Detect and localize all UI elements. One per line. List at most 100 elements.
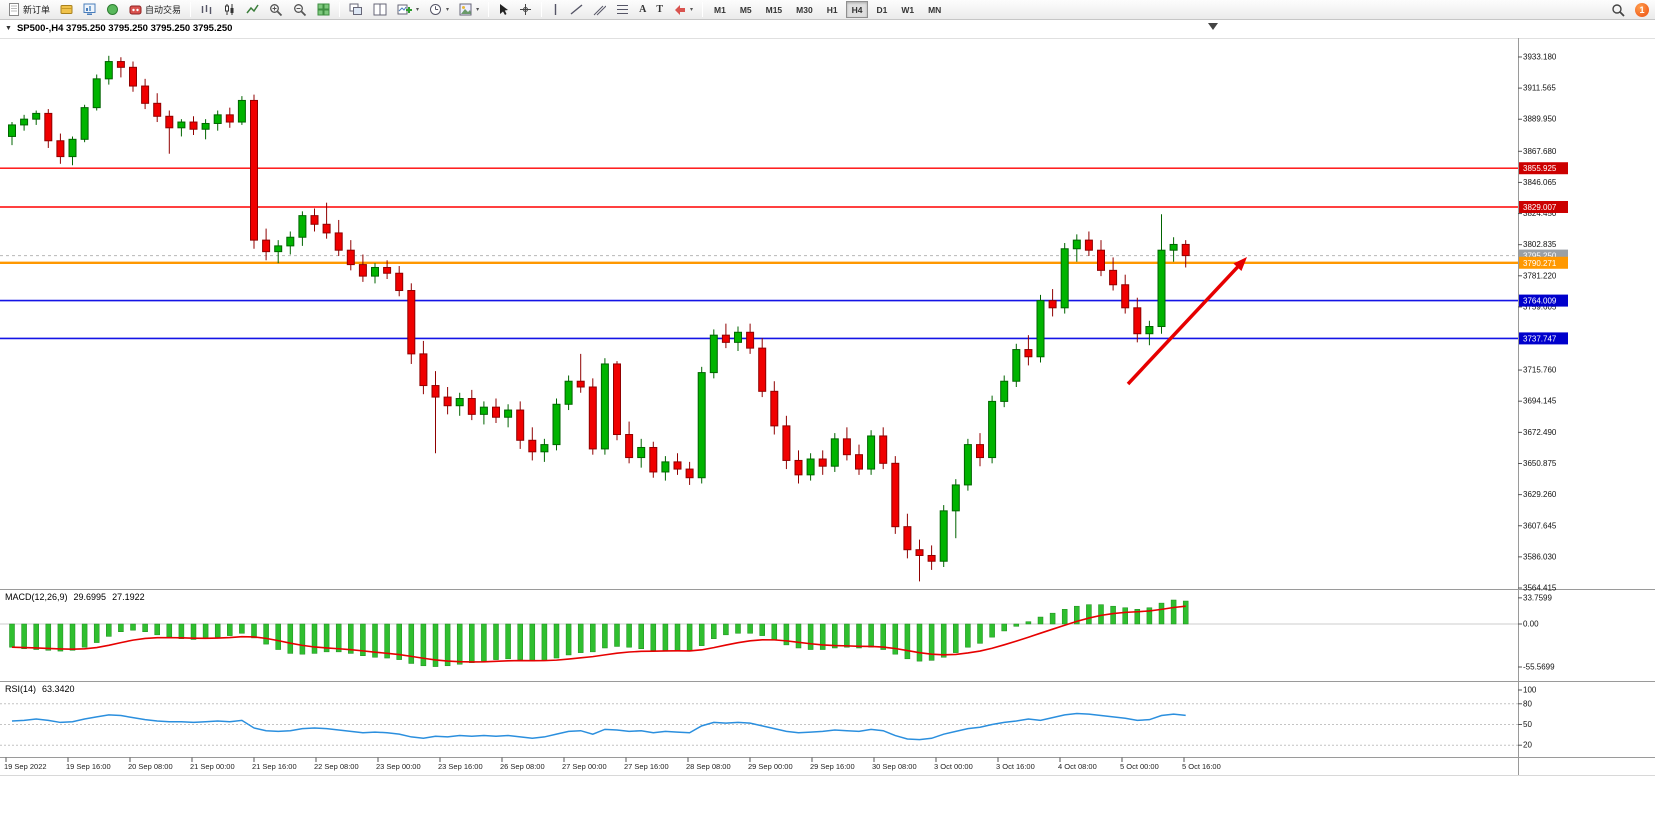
cascade-windows-icon <box>349 3 363 16</box>
price-axis-label: 3846.065 <box>1523 178 1557 187</box>
price-axis-label: 3933.180 <box>1523 52 1557 61</box>
vertical-line-tool-button[interactable] <box>547 1 564 19</box>
chevron-down-icon: ▾ <box>476 7 480 13</box>
time-axis-label: 27 Sep 16:00 <box>624 762 669 771</box>
bar-chart-mode-button[interactable] <box>196 1 217 19</box>
chevron-down-icon: ▾ <box>446 7 450 13</box>
tf-m30[interactable]: M30 <box>790 1 819 18</box>
tf-w1[interactable]: W1 <box>895 1 920 18</box>
template-button[interactable]: ▾ <box>455 1 483 19</box>
macd-signal-line <box>11 605 1186 663</box>
time-axis-label: 23 Sep 16:00 <box>438 762 483 771</box>
rsi-axis-label: 100 <box>1523 686 1537 695</box>
rsi-axis-label: 20 <box>1523 741 1532 750</box>
template-icon <box>459 3 472 16</box>
candlestick-mode-button[interactable] <box>219 1 240 19</box>
time-axis-label: 30 Sep 08:00 <box>872 762 917 771</box>
crosshair-tool-button[interactable] <box>515 1 536 19</box>
time-axis-label: 19 Sep 16:00 <box>66 762 111 771</box>
fibonacci-tool-button[interactable] <box>612 1 633 19</box>
price-tag: 3855.925 <box>1523 164 1557 173</box>
zoom-out-button[interactable] <box>289 1 311 19</box>
price-axis-label: 3759.605 <box>1523 302 1557 311</box>
tf-d1[interactable]: D1 <box>870 1 893 18</box>
trendline-icon <box>570 3 583 16</box>
price-axis-label: 3715.760 <box>1523 366 1557 375</box>
bar-chart-icon <box>200 3 213 16</box>
arrow-shape-icon <box>673 3 686 16</box>
cursor-tool-button[interactable] <box>494 1 513 19</box>
tf-h1[interactable]: H1 <box>821 1 844 18</box>
depth-of-market-button[interactable] <box>79 1 100 19</box>
rsi-axis-label: 50 <box>1523 720 1532 729</box>
text-tool-button[interactable]: A <box>635 1 650 19</box>
toolbar-separator <box>702 2 703 17</box>
label-tool-button[interactable]: T <box>652 1 667 19</box>
zoom-in-button[interactable] <box>265 1 287 19</box>
price-tag-bg <box>1519 332 1568 345</box>
candlesticks <box>8 55 1190 582</box>
auto-trading-button[interactable]: 自动交易 <box>125 1 185 19</box>
time-axis-label: 22 Sep 08:00 <box>314 762 359 771</box>
new-order-label: 新订单 <box>23 5 51 15</box>
symbol-ohlc-line: SP500-,H4 3795.250 3795.250 3795.250 379… <box>16 23 233 34</box>
vertical-line-icon <box>551 3 560 16</box>
macd-panel: 33.7599 0.00 -55.5699 <box>0 593 1555 672</box>
new-chart-button[interactable]: ▾ <box>393 1 423 19</box>
auto-trading-label: 自动交易 <box>145 5 182 15</box>
one-click-trading-toggle[interactable]: ▼ <box>5 25 12 32</box>
clock-icon <box>429 3 442 16</box>
price-tag-bg <box>1519 294 1568 307</box>
price-axis-label: 3564.415 <box>1523 584 1557 593</box>
trend-arrow-annotation[interactable] <box>1126 257 1247 386</box>
cascade-windows-button[interactable] <box>345 1 367 19</box>
period-button[interactable]: ▾ <box>425 1 453 19</box>
tf-m1[interactable]: M1 <box>708 1 732 18</box>
text-tool-icon: A <box>639 4 647 15</box>
fibonacci-icon <box>616 3 629 16</box>
tile-vertical-icon <box>373 3 387 16</box>
price-axis[interactable]: 3933.180 3911.565 3889.950 3867.680 3846.065… <box>1518 52 1557 593</box>
toolbar-right-group: 1 <box>1607 1 1651 19</box>
price-axis-label: 3867.680 <box>1523 147 1557 156</box>
time-axis-label: 19 Sep 2022 <box>4 762 47 771</box>
algo-trading-icon <box>129 3 142 16</box>
line-chart-mode-button[interactable] <box>242 1 263 19</box>
time-axis-label: 3 Oct 16:00 <box>996 762 1035 771</box>
green-circle-icon <box>106 3 119 16</box>
chart-shift-marker[interactable] <box>1208 23 1218 30</box>
tf-m5[interactable]: M5 <box>734 1 758 18</box>
symbol-info: ▼ SP500-,H4 3795.250 3795.250 3795.250 3… <box>5 23 232 34</box>
tile-windows-button[interactable] <box>313 1 334 19</box>
trade-history-button[interactable] <box>56 1 77 19</box>
tile-vertical-button[interactable] <box>369 1 391 19</box>
tf-h4[interactable]: H4 <box>845 1 869 18</box>
time-axis-label: 29 Sep 16:00 <box>810 762 855 771</box>
strategy-tester-button[interactable] <box>102 1 123 19</box>
zoom-out-icon <box>293 3 307 17</box>
toolbar-separator <box>190 2 192 17</box>
chevron-down-icon: ▾ <box>689 7 693 13</box>
new-order-button[interactable]: 新订单 <box>4 1 54 19</box>
rsi-line <box>11 712 1186 741</box>
time-axis-label: 21 Sep 16:00 <box>252 762 297 771</box>
rsi-panel: 100 80 50 20 <box>0 686 1537 750</box>
time-axis-label: 23 Sep 00:00 <box>376 762 421 771</box>
channel-tool-button[interactable] <box>589 1 610 19</box>
tf-mn[interactable]: MN <box>922 1 947 18</box>
time-axis-label: 21 Sep 00:00 <box>190 762 235 771</box>
price-tag-bg <box>1519 256 1568 269</box>
time-axis-label: 29 Sep 00:00 <box>748 762 793 771</box>
search-button[interactable] <box>1607 1 1629 19</box>
price-tag: 3795.250 <box>1523 252 1557 261</box>
trendline-tool-button[interactable] <box>566 1 587 19</box>
zoom-in-icon <box>269 3 283 17</box>
shapes-tool-button[interactable]: ▾ <box>669 1 697 19</box>
notification-badge[interactable]: 1 <box>1635 2 1649 17</box>
rsi-name: RSI(14) <box>5 684 37 694</box>
cursor-icon <box>498 3 509 16</box>
channel-icon <box>593 3 607 16</box>
time-axis[interactable]: 19 Sep 2022 19 Sep 16:00 20 Sep 08:00 21 Se… <box>4 757 1221 772</box>
tf-m15[interactable]: M15 <box>760 1 789 18</box>
